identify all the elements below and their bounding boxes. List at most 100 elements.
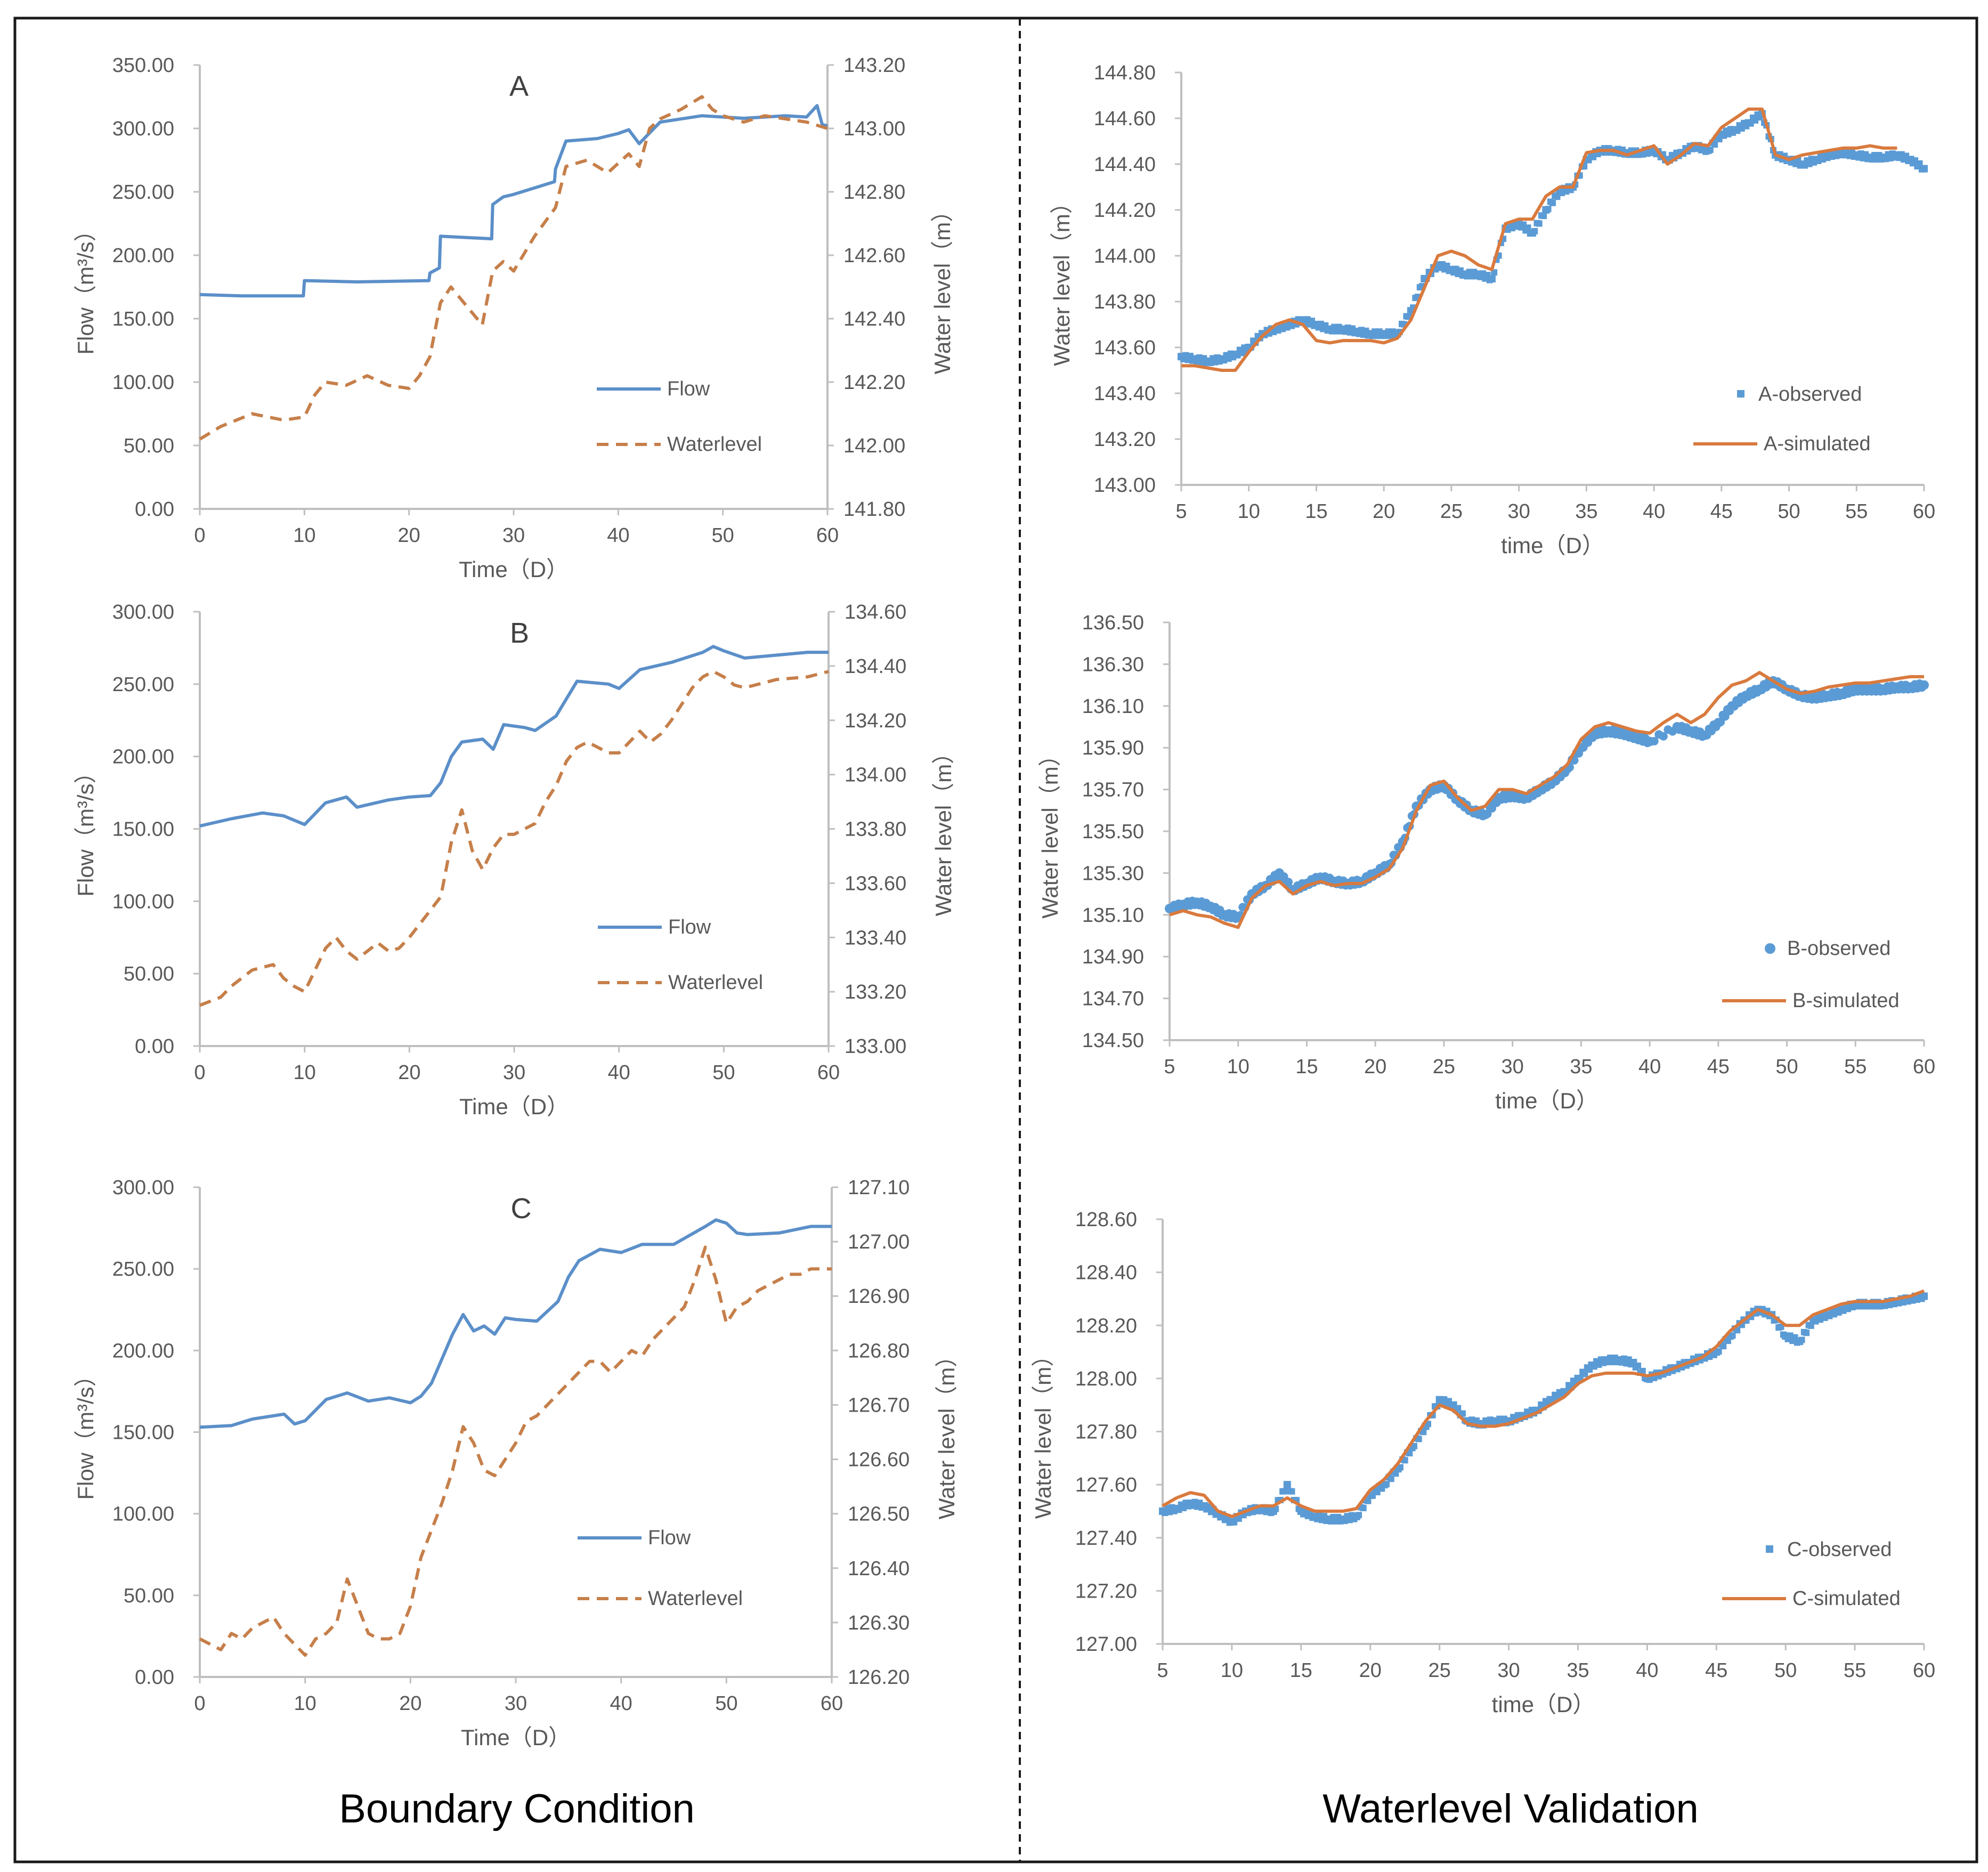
y-tick-label: 200.00 bbox=[112, 245, 174, 267]
x-tick-label: 0 bbox=[194, 1061, 205, 1084]
y-tick-label: 100.00 bbox=[112, 371, 174, 394]
x-tick-label: 50 bbox=[712, 524, 734, 547]
y-tick-label: 135.90 bbox=[1082, 737, 1144, 759]
x-tick-label: 25 bbox=[1428, 1659, 1450, 1682]
charts-container: 0 10 20 30 40 50 60 0.00 50.00 100.00 150.00 200.00… bbox=[73, 54, 1935, 1750]
x-tick-label: 20 bbox=[1373, 500, 1395, 523]
data-point-interp bbox=[1411, 1443, 1418, 1449]
legend-label: C-observed bbox=[1787, 1538, 1892, 1561]
y2-tick-label: 141.80 bbox=[843, 498, 905, 521]
y-tick-label: 50.00 bbox=[124, 1585, 174, 1607]
x-axis-title: time（D） bbox=[1501, 533, 1604, 558]
data-point-interp bbox=[1455, 1405, 1462, 1412]
y2-axis-title: Water level（m） bbox=[930, 200, 955, 375]
x-tick-label: 15 bbox=[1295, 1056, 1318, 1078]
y2-tick-label: 142.40 bbox=[843, 308, 905, 330]
chart-B-boundary: 0 10 20 30 40 50 60 0.00 50.00 100.00 150.00 200.00… bbox=[73, 601, 956, 1119]
data-point-interp bbox=[1798, 1336, 1805, 1343]
y2-tick-label: 133.60 bbox=[845, 872, 906, 895]
y-tick-label: 150.00 bbox=[112, 1422, 174, 1444]
y-tick-label: 0.00 bbox=[135, 498, 174, 521]
data-point-interp bbox=[1659, 732, 1668, 741]
y-tick-label: 300.00 bbox=[112, 118, 174, 140]
chart-panel-letter: B bbox=[510, 617, 529, 649]
y2-tick-label: 142.60 bbox=[843, 245, 905, 267]
y-tick-label: 134.70 bbox=[1082, 988, 1144, 1010]
y-tick-label: 128.40 bbox=[1075, 1262, 1137, 1284]
x-axis-title: time（D） bbox=[1492, 1692, 1595, 1717]
data-point-interp bbox=[1720, 1343, 1727, 1350]
series-line-Waterlevel bbox=[199, 670, 829, 1007]
data-point-interp bbox=[1284, 878, 1293, 887]
y-tick-label: 128.20 bbox=[1075, 1315, 1137, 1337]
data-point-interp bbox=[1711, 141, 1718, 148]
data-point-interp bbox=[1650, 736, 1659, 745]
x-axis-title: Time（D） bbox=[459, 1094, 569, 1119]
x-tick-label: 60 bbox=[1913, 500, 1935, 523]
series-line-Waterlevel bbox=[199, 95, 828, 441]
y2-tick-label: 126.30 bbox=[848, 1612, 910, 1634]
legend-label: A-observed bbox=[1758, 383, 1862, 406]
x-tick-label: 30 bbox=[1497, 1659, 1520, 1682]
x-tick-label: 30 bbox=[502, 524, 525, 547]
chart-A-validation: 5 10 15 20 25 30 35 40 45 50 55 60 143.00 143.20 143.4… bbox=[1049, 62, 1935, 558]
data-point-interp bbox=[1639, 1367, 1646, 1374]
x-tick-label: 10 bbox=[293, 524, 315, 547]
y-tick-label: 135.30 bbox=[1082, 862, 1144, 885]
y-tick-label: 135.50 bbox=[1082, 821, 1144, 843]
y-tick-label: 50.00 bbox=[124, 963, 174, 985]
section-title-boundary: Boundary Condition bbox=[339, 1786, 695, 1832]
x-tick-label: 55 bbox=[1844, 1056, 1867, 1078]
data-point-interp bbox=[1415, 1436, 1422, 1443]
y-tick-label: 200.00 bbox=[112, 1340, 174, 1362]
section-title-validation: Waterlevel Validation bbox=[1322, 1786, 1698, 1832]
y2-tick-label: 133.20 bbox=[845, 981, 906, 1003]
y-tick-label: 250.00 bbox=[112, 1258, 174, 1281]
y-tick-label: 128.00 bbox=[1075, 1368, 1137, 1390]
y2-tick-label: 143.20 bbox=[843, 54, 905, 77]
data-point bbox=[1919, 680, 1929, 690]
x-tick-label: 60 bbox=[816, 524, 839, 547]
y-tick-label: 144.20 bbox=[1094, 199, 1156, 222]
y-axis-title: Water level（m） bbox=[1030, 1344, 1056, 1519]
x-tick-label: 40 bbox=[608, 1061, 630, 1084]
x-tick-label: 60 bbox=[1913, 1056, 1935, 1078]
chart-C-boundary: 0 10 20 30 40 50 60 0.00 50.00 100.00 150.00 200.00… bbox=[73, 1177, 959, 1750]
x-tick-label: 10 bbox=[294, 1061, 316, 1084]
y-tick-label: 144.00 bbox=[1094, 245, 1156, 268]
x-tick-label: 40 bbox=[607, 524, 629, 547]
x-tick-label: 35 bbox=[1567, 1659, 1589, 1682]
x-tick-label: 5 bbox=[1175, 500, 1187, 523]
x-tick-label: 30 bbox=[1507, 500, 1530, 523]
x-tick-label: 50 bbox=[1775, 1056, 1798, 1078]
y-tick-label: 143.20 bbox=[1094, 428, 1156, 451]
data-point-interp bbox=[1729, 1332, 1736, 1339]
x-tick-label: 5 bbox=[1157, 1659, 1168, 1682]
x-tick-label: 35 bbox=[1570, 1056, 1592, 1078]
data-point bbox=[1488, 275, 1496, 282]
y2-tick-label: 126.50 bbox=[848, 1503, 910, 1526]
x-tick-label: 40 bbox=[1643, 500, 1665, 523]
x-tick-label: 10 bbox=[1238, 500, 1260, 523]
x-tick-label: 50 bbox=[715, 1692, 737, 1715]
series-line-C-simulated bbox=[1162, 1289, 1925, 1518]
x-tick-label: 10 bbox=[1227, 1056, 1249, 1078]
y-tick-label: 50.00 bbox=[124, 435, 174, 457]
series-line-Waterlevel bbox=[199, 1245, 832, 1657]
y-tick-label: 250.00 bbox=[112, 674, 174, 696]
data-point bbox=[1920, 165, 1928, 173]
x-tick-label: 30 bbox=[503, 1061, 525, 1084]
y2-axis-title: Water level（m） bbox=[934, 1345, 959, 1520]
y-tick-label: 128.60 bbox=[1075, 1209, 1137, 1231]
y-tick-label: 135.10 bbox=[1082, 904, 1144, 927]
x-tick-label: 55 bbox=[1844, 1659, 1866, 1682]
data-point-interp bbox=[1536, 220, 1543, 227]
legend-label: Waterlevel bbox=[668, 971, 763, 994]
data-point-interp bbox=[1387, 1476, 1394, 1482]
x-tick-label: 40 bbox=[610, 1692, 632, 1715]
x-tick-label: 10 bbox=[1221, 1659, 1243, 1682]
data-point-interp bbox=[1803, 1330, 1810, 1336]
y2-tick-label: 127.00 bbox=[848, 1231, 910, 1253]
data-point bbox=[1920, 1292, 1928, 1300]
